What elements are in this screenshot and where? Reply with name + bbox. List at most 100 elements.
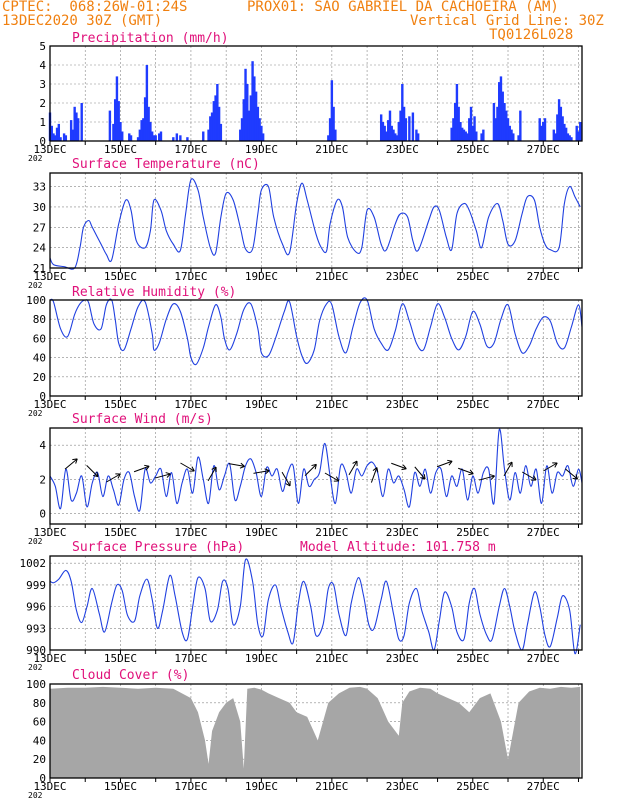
header-model-id: TQ0126L028 bbox=[489, 27, 574, 43]
x-tick-label-precip: 27DEC bbox=[527, 143, 560, 156]
y-tick-label-rh: 100 bbox=[26, 294, 46, 307]
precip-bar bbox=[579, 122, 582, 141]
precip-bar bbox=[129, 135, 133, 141]
header-vertical-grid-note: Vertical Grid Line: 30Z bbox=[410, 13, 604, 29]
wind-arrow bbox=[253, 470, 270, 474]
y-tick-label-rh: 40 bbox=[33, 352, 46, 365]
precip-bar bbox=[69, 120, 73, 141]
y-tick-label-wind: 4 bbox=[39, 439, 46, 452]
precip-bar bbox=[251, 61, 254, 142]
x-tick-label-rh: 19DEC bbox=[245, 398, 278, 411]
precip-bar bbox=[128, 133, 131, 141]
precip-bar bbox=[494, 118, 497, 141]
wind-arrow-head bbox=[165, 472, 171, 478]
precip-bar bbox=[76, 118, 80, 141]
wind-arrow bbox=[324, 472, 340, 482]
precip-bar bbox=[542, 122, 545, 141]
precip-bar bbox=[453, 103, 457, 141]
precip-bar bbox=[415, 129, 418, 141]
precip-bar bbox=[492, 103, 496, 141]
y-tick-label-rh: 20 bbox=[33, 371, 46, 384]
precip-bar bbox=[145, 65, 149, 141]
wind-arrow-head bbox=[572, 474, 579, 480]
precip-bar bbox=[554, 133, 557, 141]
x-tick-label-temp: 13DEC bbox=[33, 270, 66, 283]
precip-bar bbox=[186, 137, 189, 141]
precip-bar bbox=[217, 106, 221, 141]
precip-bar bbox=[210, 112, 214, 141]
wind-arrow-head bbox=[264, 468, 270, 475]
precip-bar bbox=[64, 135, 68, 141]
precip-bar bbox=[115, 76, 119, 141]
precip-bar bbox=[498, 82, 501, 141]
precip-bar bbox=[402, 106, 406, 141]
precip-bar bbox=[212, 101, 216, 141]
x-tick-label-wind: 25DEC bbox=[456, 526, 489, 539]
precip-bar bbox=[75, 112, 78, 141]
precip-bar bbox=[172, 137, 175, 141]
precip-bar bbox=[239, 129, 242, 141]
panel-frame-wind bbox=[49, 427, 583, 525]
y-tick-label-precip: 3 bbox=[39, 78, 46, 91]
x-tick-label-temp: 25DEC bbox=[456, 270, 489, 283]
x-tick-label-wind: 13DEC bbox=[33, 526, 66, 539]
wind-arrow-head bbox=[285, 480, 291, 487]
wind-arrow-head bbox=[144, 464, 150, 471]
wind-arrow-head bbox=[489, 474, 495, 480]
precip-bar bbox=[254, 91, 258, 141]
precip-bar bbox=[455, 84, 459, 141]
precip-bar bbox=[388, 110, 392, 141]
x-tick-label-cloud: 17DEC bbox=[174, 780, 207, 793]
wind-arrow-head bbox=[115, 473, 121, 479]
wind-arrow-head bbox=[447, 459, 453, 466]
precip-bar bbox=[256, 106, 260, 141]
precip-bar bbox=[327, 135, 330, 141]
precip-bar bbox=[247, 110, 251, 141]
wind-arrow bbox=[414, 466, 426, 480]
precip-bar bbox=[332, 106, 335, 141]
model-altitude-label: Model Altitude: 101.758 m bbox=[300, 540, 496, 555]
wind-arrow-head bbox=[401, 464, 407, 471]
precip-bar bbox=[216, 84, 219, 141]
x-tick-label-cloud: 21DEC bbox=[315, 780, 348, 793]
precip-bar bbox=[143, 97, 147, 141]
precip-bar bbox=[395, 135, 399, 141]
panel-frame-temp bbox=[49, 172, 583, 269]
x-tick-label-temp: 27DEC bbox=[527, 270, 560, 283]
precip-bar bbox=[138, 129, 142, 141]
precip-bar bbox=[416, 133, 420, 141]
precip-bar bbox=[57, 123, 61, 141]
x-tick-label-rh: 23DEC bbox=[386, 398, 419, 411]
precip-bar bbox=[240, 118, 244, 141]
precip-bar bbox=[80, 103, 83, 141]
x-tick-label-rh: 21DEC bbox=[315, 398, 348, 411]
panel-title-cloud: Cloud Cover (%) bbox=[72, 668, 189, 683]
precip-bar bbox=[482, 129, 485, 141]
pres-series-line bbox=[49, 558, 581, 655]
precip-bar bbox=[179, 135, 182, 141]
y-tick-label-temp: 30 bbox=[33, 201, 46, 214]
x-axis-year-precip: 202 bbox=[28, 154, 43, 163]
x-tick-label-cloud: 25DEC bbox=[456, 780, 489, 793]
wind-arrow bbox=[543, 462, 558, 472]
wind-arrow bbox=[133, 465, 150, 473]
x-axis-year-rh: 202 bbox=[28, 409, 43, 418]
precip-bar bbox=[564, 127, 568, 141]
precip-bar bbox=[450, 127, 453, 141]
x-tick-label-pres: 15DEC bbox=[104, 652, 137, 665]
wind-arrow bbox=[154, 473, 171, 479]
y-tick-label-cloud: 40 bbox=[33, 734, 46, 747]
y-tick-label-temp: 21 bbox=[33, 262, 46, 275]
precip-bar bbox=[71, 129, 75, 141]
header-station-coords: CPTEC: 068:26W-01:24S bbox=[2, 0, 188, 15]
precip-bar bbox=[399, 110, 402, 141]
x-tick-label-wind: 19DEC bbox=[245, 526, 278, 539]
x-tick-label-precip: 13DEC bbox=[33, 143, 66, 156]
y-tick-label-cloud: 100 bbox=[26, 678, 46, 691]
wind-arrow bbox=[64, 458, 78, 470]
precip-bar bbox=[506, 118, 510, 141]
x-tick-label-temp: 15DEC bbox=[104, 270, 137, 283]
precip-bar bbox=[242, 99, 245, 141]
wind-arrow bbox=[436, 460, 453, 468]
x-axis-year-cloud: 202 bbox=[28, 791, 43, 800]
